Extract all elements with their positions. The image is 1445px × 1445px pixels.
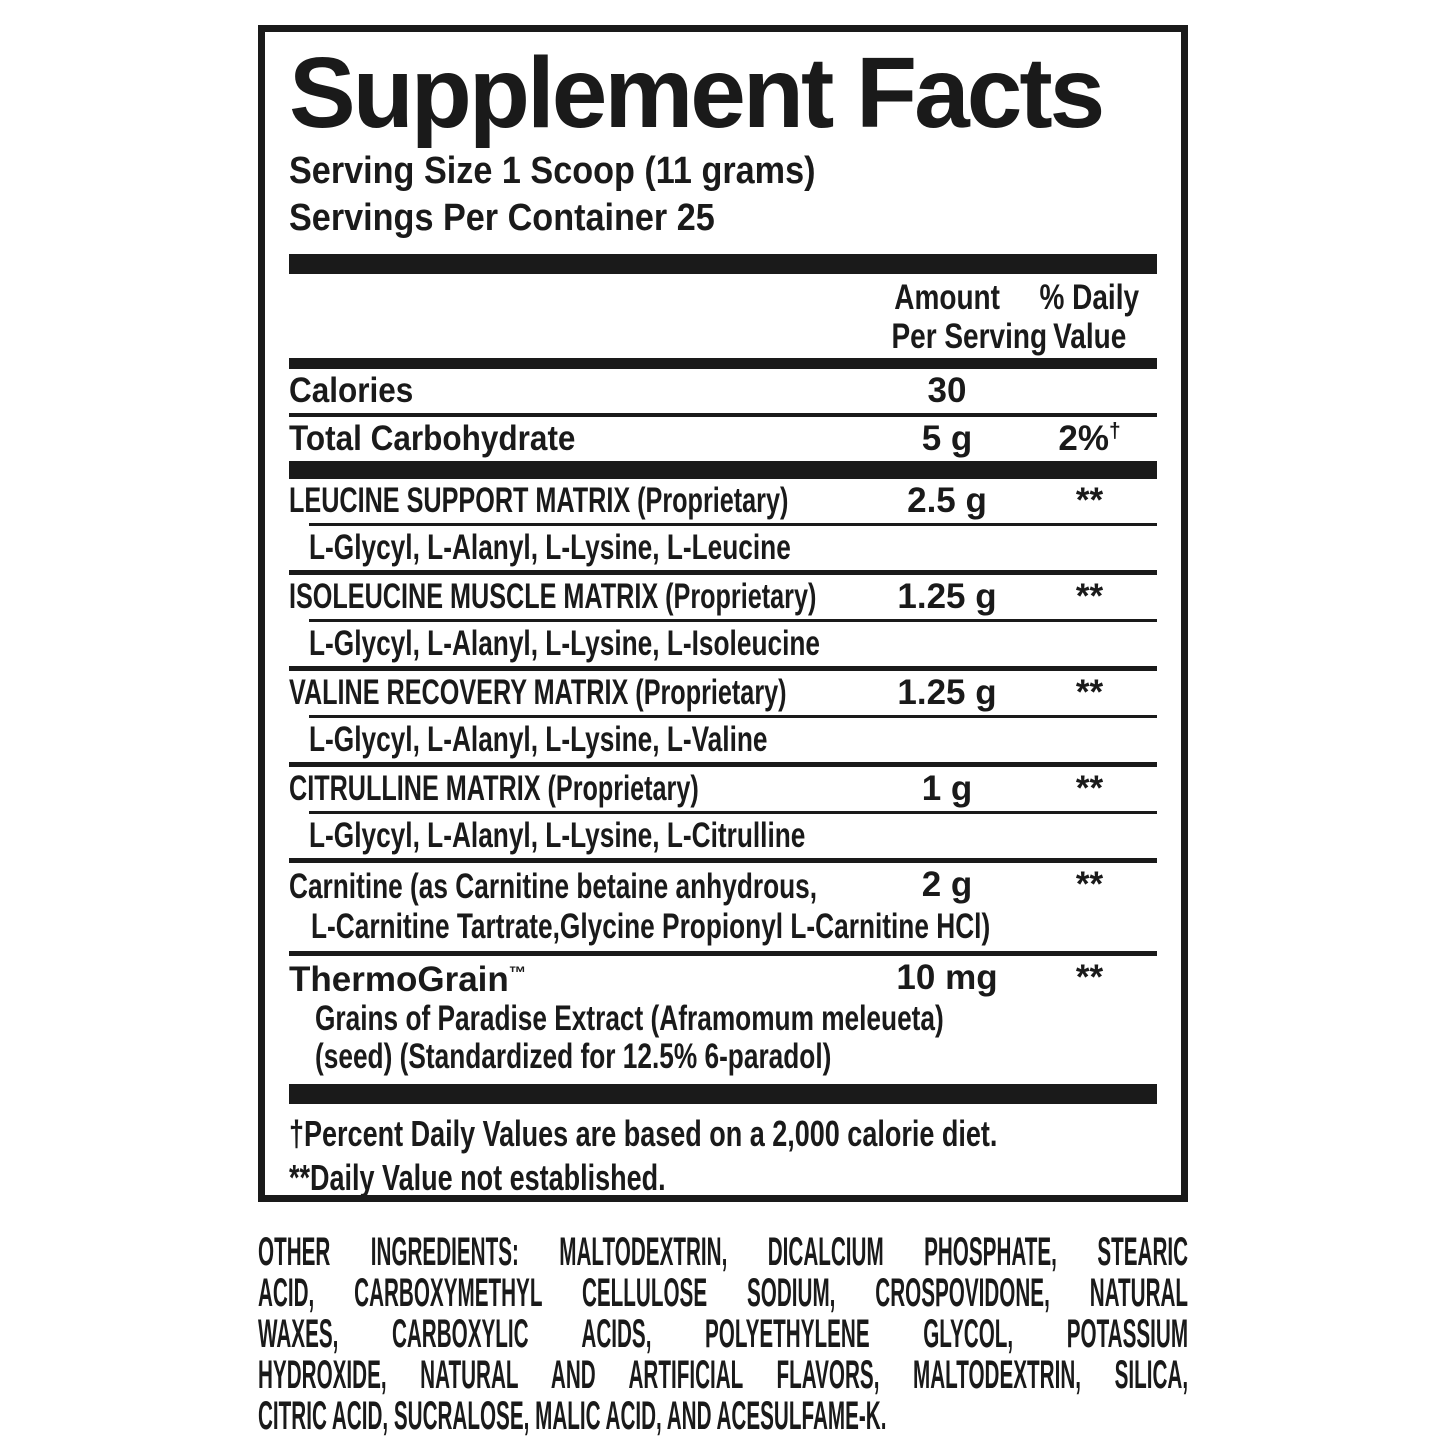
row-leucine-matrix: LEUCINE SUPPORT MATRIX (Proprietary) 2.5… <box>289 479 1157 523</box>
row-thermograin: ThermoGrain™ Grains of Paradise Extract … <box>289 956 1157 1080</box>
serving-size: Serving Size 1 Scoop (11 grams) <box>289 148 1157 195</box>
footnote-daily-value: †Percent Daily Values are based on a 2,0… <box>289 1112 1157 1156</box>
thermograin-name-text: ThermoGrain <box>289 960 509 999</box>
thermograin-sub2-text: (seed) (Standardized for 12.5% 6-paradol… <box>315 1037 832 1076</box>
separator-bar-bottom <box>289 1084 1157 1104</box>
valine-name-text: VALINE RECOVERY MATRIX (Proprietary) <box>289 673 787 712</box>
calories-name-text: Calories <box>289 371 414 410</box>
column-headers: Amount Per Serving % Daily Value <box>289 278 1157 356</box>
separator-isoleucine <box>289 666 1157 671</box>
subrow-citrulline-ingredients: L-Glycyl, L-Alanyl, L-Lysine, L-Citrulli… <box>309 811 1157 858</box>
isoleucine-amount: 1.25 g <box>897 577 997 616</box>
other-ingredients-line: OTHER INGREDIENTS: MALTODEXTRIN, DICALCI… <box>258 1230 1189 1274</box>
carb-name: Total Carbohydrate <box>289 421 872 457</box>
subrow-valine-ingredients: L-Glycyl, L-Alanyl, L-Lysine, L-Valine <box>309 715 1157 762</box>
row-citrulline-matrix: CITRULLINE MATRIX (Proprietary) 1 g ** <box>289 767 1157 811</box>
servings-per-container: Servings Per Container 25 <box>289 195 1157 242</box>
row-total-carbohydrate: Total Carbohydrate 5 g 2%† <box>289 417 1157 461</box>
carnitine-name-line1-text: Carnitine (as Carnitine betaine anhydrou… <box>289 867 818 906</box>
row-isoleucine-matrix: ISOLEUCINE MUSCLE MATRIX (Proprietary) 1… <box>289 575 1157 619</box>
leucine-sub-text: L-Glycyl, L-Alanyl, L-Lysine, L-Leucine <box>309 528 791 567</box>
serving-size-text: Serving Size 1 Scoop (11 grams) <box>289 150 816 192</box>
carnitine-name-line2-text: L-Carnitine Tartrate,Glycine Propionyl L… <box>311 907 991 946</box>
separator-citrulline <box>289 858 1157 863</box>
column-header-spacer <box>289 278 872 356</box>
citrulline-amount: 1 g <box>921 769 973 808</box>
carb-dv-dagger: † <box>1108 419 1121 443</box>
leucine-name-text: LEUCINE SUPPORT MATRIX (Proprietary) <box>289 481 789 520</box>
carnitine-dv: ** <box>1075 865 1104 904</box>
leucine-amount: 2.5 g <box>907 481 987 520</box>
subrow-leucine-ingredients: L-Glycyl, L-Alanyl, L-Lysine, L-Leucine <box>309 523 1157 570</box>
footnote-not-established-text: **Daily Value not established. <box>289 1157 666 1198</box>
dv-header-line1: % Daily <box>1039 278 1140 317</box>
servings-per-container-text: Servings Per Container 25 <box>289 197 715 239</box>
dv-header-line2: Value <box>1052 317 1127 356</box>
amount-header-line1: Amount <box>894 278 1000 317</box>
citrulline-sub-text: L-Glycyl, L-Alanyl, L-Lysine, L-Citrulli… <box>309 816 806 855</box>
facts-title: Supplement Facts <box>289 37 1105 149</box>
thermograin-sub1: Grains of Paradise Extract (Aframomum me… <box>289 1000 944 1038</box>
supplement-facts-box: Supplement Facts Serving Size 1 Scoop (1… <box>258 25 1188 1202</box>
footnotes: †Percent Daily Values are based on a 2,0… <box>289 1112 1157 1198</box>
isoleucine-name-text: ISOLEUCINE MUSCLE MATRIX (Proprietary) <box>289 577 817 616</box>
dv-column-header: % Daily Value <box>1022 278 1157 356</box>
valine-dv: ** <box>1075 673 1104 712</box>
citrulline-name: CITRULLINE MATRIX (Proprietary) <box>289 771 872 807</box>
thermograin-amount: 10 mg <box>896 958 998 997</box>
calories-name: Calories <box>289 373 872 409</box>
carb-dv: 2%† <box>1022 419 1157 458</box>
thermograin-sub1-text: Grains of Paradise Extract (Aframomum me… <box>315 999 944 1038</box>
carnitine-name-line1: Carnitine (as Carnitine betaine anhydrou… <box>289 867 872 907</box>
footnote-daily-value-text: †Percent Daily Values are based on a 2,0… <box>289 1113 998 1154</box>
other-ingredients-line: ACID, CARBOXYMETHYL CELLULOSE SODIUM, CR… <box>258 1271 1189 1315</box>
row-valine-matrix: VALINE RECOVERY MATRIX (Proprietary) 1.2… <box>289 671 1157 715</box>
footnote-not-established: **Daily Value not established. <box>289 1156 1157 1198</box>
carb-name-text: Total Carbohydrate <box>289 419 576 458</box>
separator-valine <box>289 762 1157 767</box>
other-ingredients-line: WAXES, CARBOXYLIC ACIDS, POLYETHYLENE GL… <box>258 1312 1189 1356</box>
valine-sub-text: L-Glycyl, L-Alanyl, L-Lysine, L-Valine <box>309 720 768 759</box>
other-ingredients-paragraph: OTHER INGREDIENTS: MALTODEXTRIN, DICALCI… <box>258 1232 1188 1437</box>
isoleucine-dv: ** <box>1075 577 1104 616</box>
thermograin-name-line1: ThermoGrain™ <box>289 960 872 1000</box>
thermograin-sub2: (seed) (Standardized for 12.5% 6-paradol… <box>289 1038 872 1076</box>
other-ingredients-line: HYDROXIDE, NATURAL AND ARTIFICIAL FLAVOR… <box>258 1353 1189 1397</box>
calories-amount: 30 <box>927 371 967 410</box>
separator-carnitine <box>289 951 1157 956</box>
thermograin-dv: ** <box>1075 958 1104 997</box>
other-ingredients-line: CITRIC ACID, SUCRALOSE, MALIC ACID, AND … <box>258 1394 887 1438</box>
carnitine-name: Carnitine (as Carnitine betaine anhydrou… <box>289 867 990 947</box>
carb-amount: 5 g <box>921 419 973 458</box>
separator-bar-macros <box>289 461 1157 479</box>
row-carnitine: Carnitine (as Carnitine betaine anhydrou… <box>289 863 1157 951</box>
serving-info: Serving Size 1 Scoop (11 grams) Servings… <box>289 148 1157 242</box>
separator-leucine <box>289 570 1157 575</box>
thermograin-name: ThermoGrain™ Grains of Paradise Extract … <box>289 960 944 1076</box>
amount-header-line2: Per Serving <box>891 317 1048 356</box>
valine-amount: 1.25 g <box>897 673 997 712</box>
carb-dv-value: 2% <box>1058 419 1109 458</box>
leucine-dv: ** <box>1075 481 1104 520</box>
leucine-name: LEUCINE SUPPORT MATRIX (Proprietary) <box>289 483 872 519</box>
valine-name: VALINE RECOVERY MATRIX (Proprietary) <box>289 675 872 711</box>
subrow-isoleucine-ingredients: L-Glycyl, L-Alanyl, L-Lysine, L-Isoleuci… <box>309 619 1157 666</box>
other-ingredients-section: OTHER INGREDIENTS: MALTODEXTRIN, DICALCI… <box>258 1232 1188 1437</box>
separator-bar-top <box>289 254 1157 274</box>
row-calories: Calories 30 <box>289 369 1157 417</box>
isoleucine-name: ISOLEUCINE MUSCLE MATRIX (Proprietary) <box>289 579 872 615</box>
citrulline-name-text: CITRULLINE MATRIX (Proprietary) <box>289 769 699 808</box>
thermograin-trademark: ™ <box>508 962 527 983</box>
citrulline-dv: ** <box>1075 769 1104 808</box>
carnitine-name-line2: L-Carnitine Tartrate,Glycine Propionyl L… <box>289 907 990 947</box>
amount-column-header: Amount Per Serving <box>872 278 1047 356</box>
separator-bar-header <box>289 358 1157 369</box>
isoleucine-sub-text: L-Glycyl, L-Alanyl, L-Lysine, L-Isoleuci… <box>309 624 821 663</box>
carnitine-amount: 2 g <box>921 865 973 904</box>
